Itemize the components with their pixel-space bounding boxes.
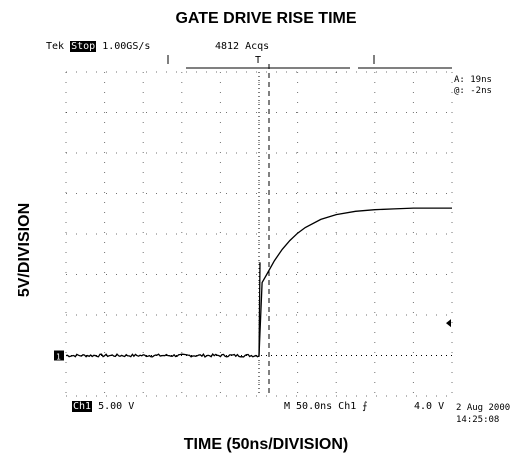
channel-readout: Ch1 5.00 V	[72, 401, 134, 412]
volts-per-div: 5.00 V	[98, 401, 135, 412]
trigger-level-arrow	[446, 319, 451, 328]
x-axis-label: TIME (50ns/DIVISION)	[183, 436, 349, 453]
scope-markers: T1	[54, 55, 451, 362]
trigger-position-marker: T	[255, 55, 261, 66]
time-readout: 14:25:08	[456, 415, 500, 425]
channel-ground-marker	[54, 350, 64, 361]
acquisition-count: 4812 Acqs	[215, 41, 270, 52]
scope-header: Tek Stop 1.00GS/s	[46, 41, 150, 52]
channel-ground-marker-label: 1	[56, 353, 61, 362]
waveform-line	[65, 207, 452, 358]
chart-title: GATE DRIVE RISE TIME	[175, 10, 357, 27]
brand-label: Tek	[46, 41, 65, 52]
cursor-a-readout: A: 19ns	[454, 75, 492, 85]
timebase: M 50.0ns Ch1	[284, 401, 357, 412]
date-readout: 2 Aug 2000	[456, 403, 511, 413]
waveform-trace	[65, 207, 452, 358]
channel-badge: Ch1	[72, 401, 93, 412]
acq-mode-badge: Stop	[70, 41, 97, 52]
cursor-delta-readout: @: -2ns	[454, 86, 492, 96]
trigger-level: 4.0 V	[414, 401, 445, 412]
sample-rate: 1.00GS/s	[102, 41, 151, 52]
rising-edge	[258, 262, 261, 356]
timebase-readout: M 50.0ns Ch1 ⨍	[284, 401, 368, 412]
trigger-slope-icon: ⨍	[362, 401, 368, 412]
